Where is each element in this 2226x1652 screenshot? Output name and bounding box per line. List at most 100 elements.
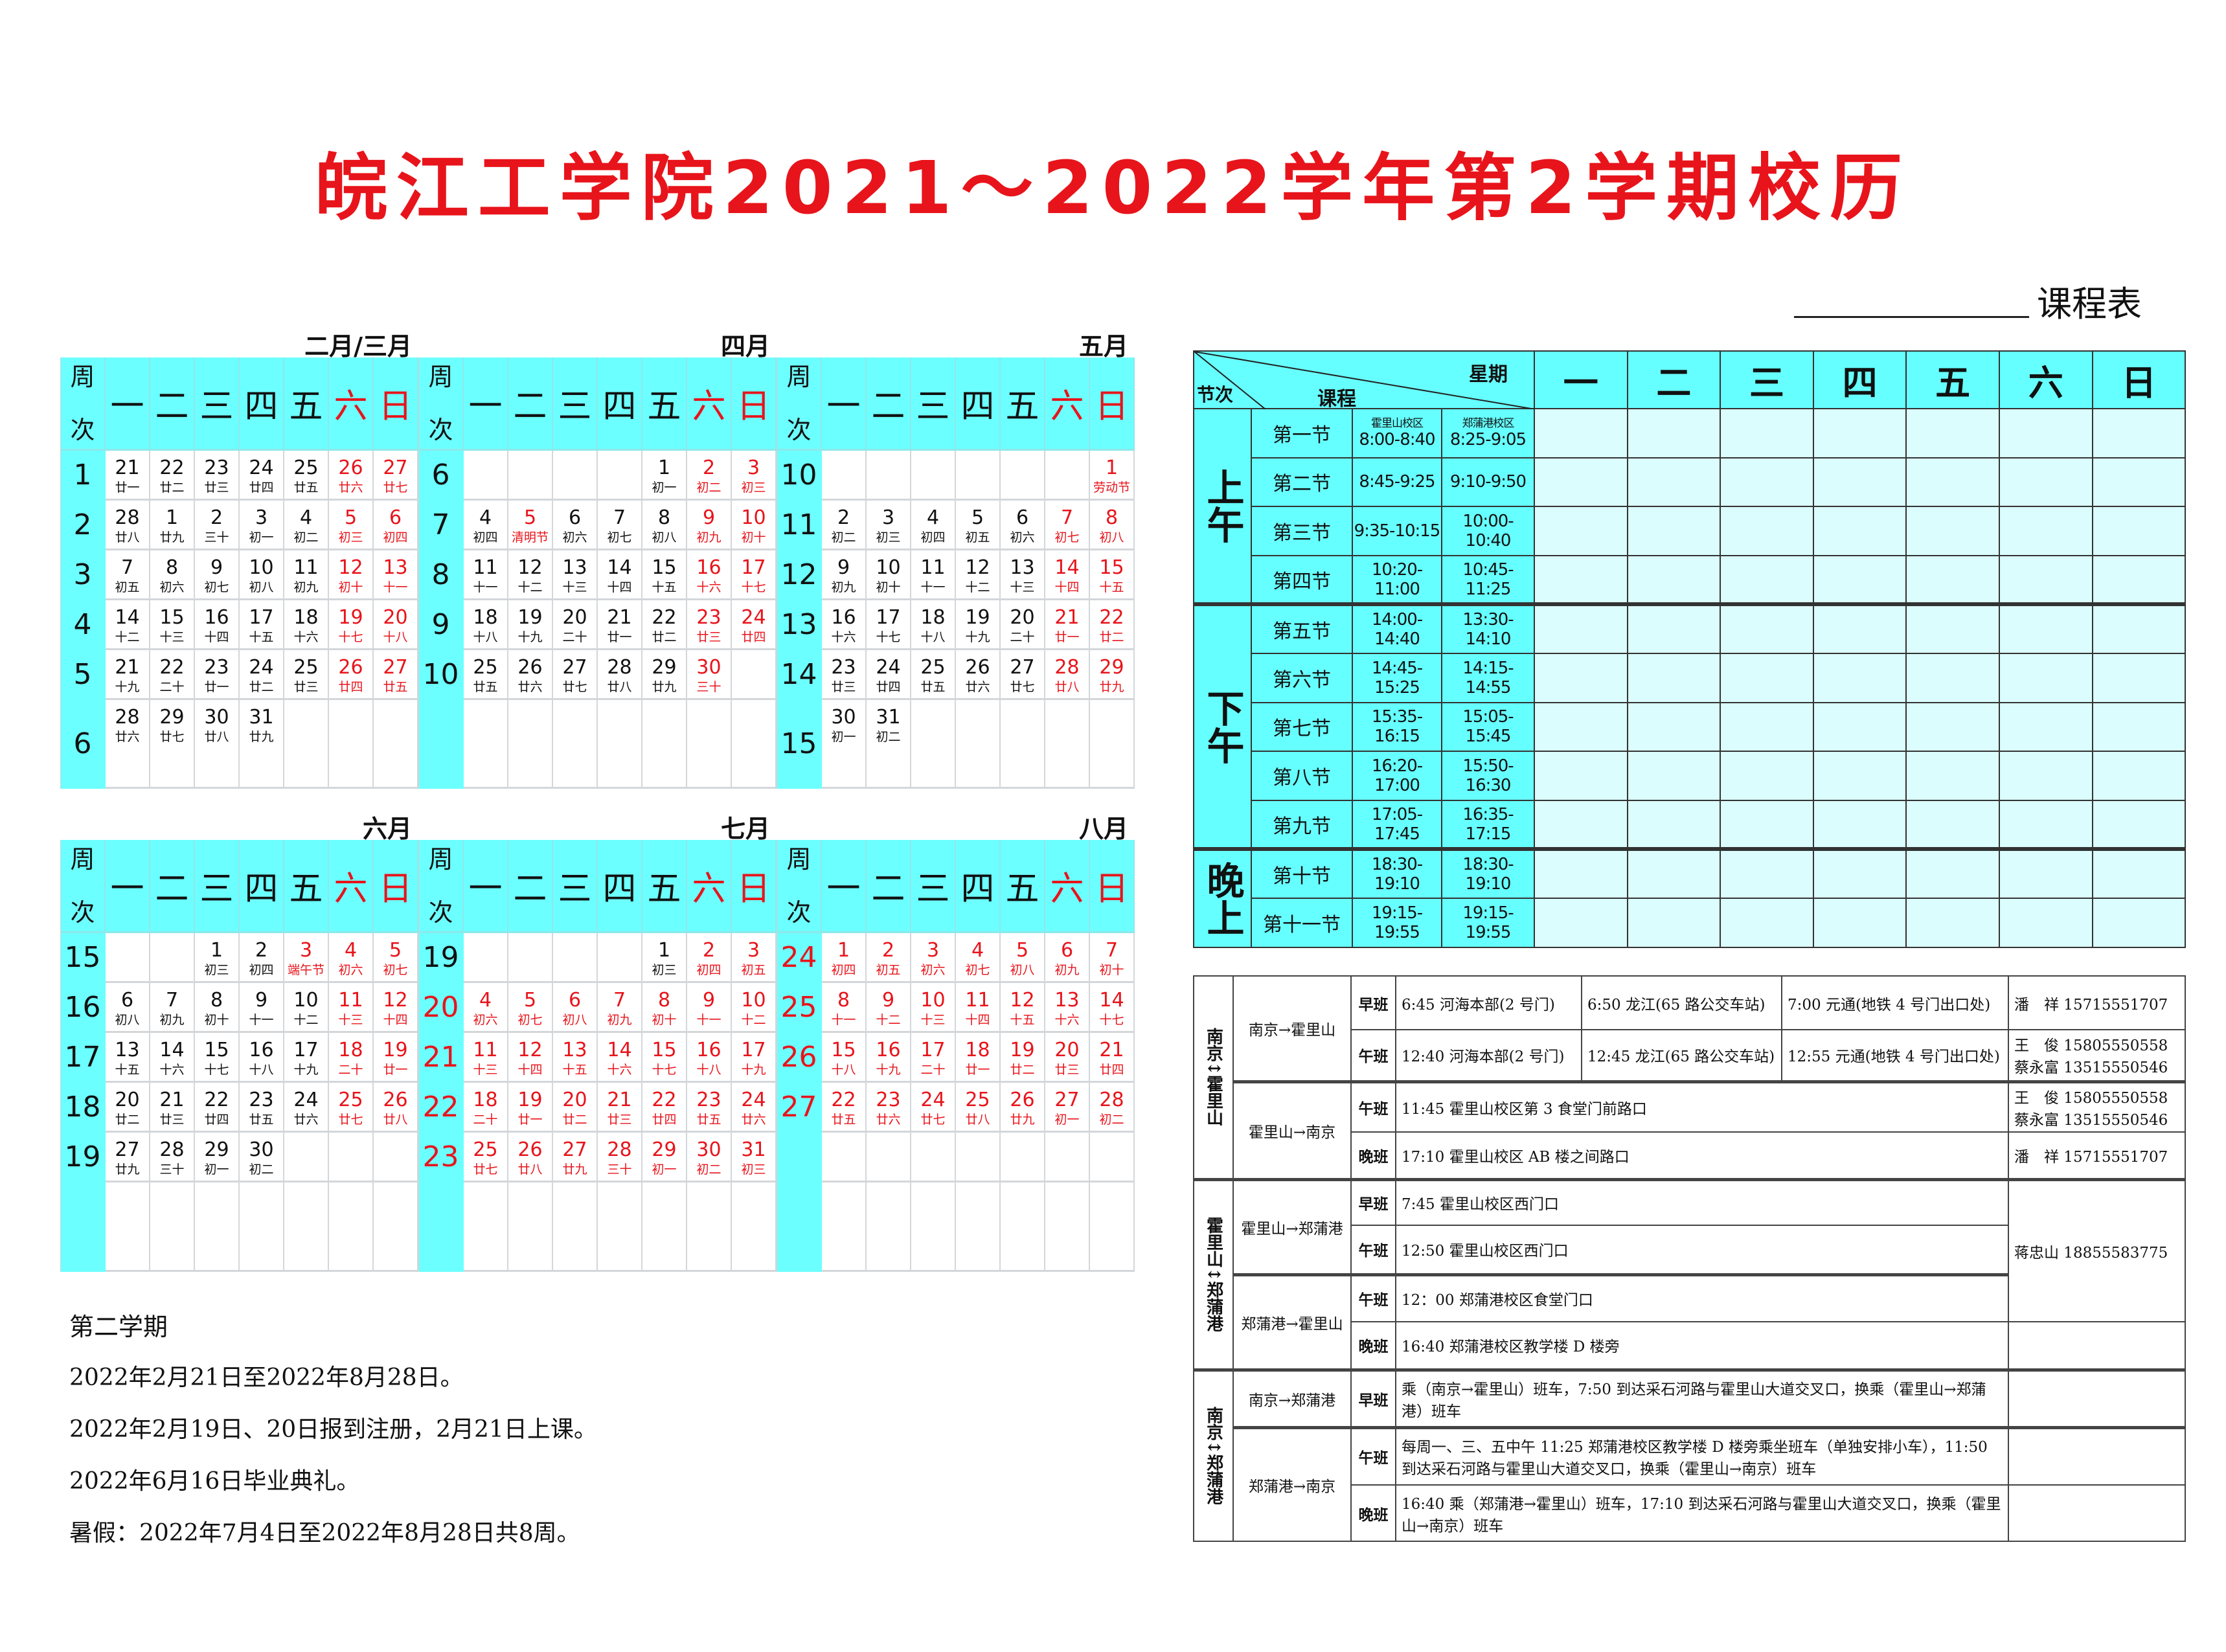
schedule-slot[interactable] [1626, 554, 1721, 605]
schedule-slot[interactable] [1812, 602, 1907, 654]
lunar-date: 十八 [249, 1063, 274, 1077]
schedule-slot[interactable] [1905, 602, 2000, 654]
schedule-slot[interactable] [1626, 652, 1721, 703]
schedule-slot[interactable] [2091, 847, 2186, 899]
schedule-slot[interactable] [1720, 554, 1814, 605]
lunar-date: 廿五 [383, 680, 408, 694]
schedule-slot[interactable] [1812, 652, 1907, 703]
schedule-slot[interactable] [1720, 457, 1814, 508]
schedule-slot[interactable] [1720, 602, 1814, 654]
schedule-slot[interactable] [1534, 602, 1628, 654]
schedule-slot[interactable] [1998, 457, 2093, 508]
schedule-slot[interactable] [1812, 554, 1907, 605]
schedule-slot[interactable] [2091, 457, 2186, 508]
schedule-slot[interactable] [1812, 408, 1907, 458]
schedule-slot[interactable] [1626, 457, 1721, 508]
schedule-slot[interactable] [2091, 751, 2186, 801]
schedule-slot[interactable] [1812, 799, 1907, 850]
schedule-slot[interactable] [2091, 408, 2186, 458]
schedule-slot[interactable] [1998, 408, 2093, 458]
schedule-slot[interactable] [1998, 602, 2093, 654]
day-cell: 20 十八 [374, 600, 418, 650]
schedule-slot[interactable] [1720, 799, 1814, 850]
schedule-slot[interactable] [1720, 506, 1814, 556]
schedule-slot[interactable] [1534, 652, 1628, 703]
day-number: 19 [1010, 1039, 1035, 1061]
schedule-slot[interactable] [1720, 751, 1814, 801]
period-time-value: 16:20-17:00 [1371, 756, 1423, 795]
day-cell: 21 廿一 [598, 600, 642, 650]
day-number: 3 [747, 939, 760, 962]
schedule-slot[interactable] [1534, 457, 1628, 508]
schedule-slot[interactable] [2091, 799, 2186, 850]
schedule-slot[interactable] [1998, 554, 2093, 605]
period-time: 10:45-11:25 [1441, 554, 1535, 605]
lunar-date: 初四 [383, 530, 408, 545]
lunar-date: 初三 [652, 963, 677, 977]
schedule-slot[interactable] [1905, 457, 2000, 508]
lunar-date: 十五 [562, 1063, 587, 1077]
schedule-slot[interactable] [1998, 652, 2093, 703]
schedule-slot[interactable] [1534, 897, 1628, 948]
schedule-slot[interactable] [1720, 847, 1814, 899]
schedule-slot[interactable] [1626, 751, 1721, 801]
schedule-slot[interactable] [1534, 408, 1628, 458]
week-header-char: 次 [70, 898, 95, 927]
schedule-slot[interactable] [1626, 408, 1721, 458]
schedule-slot[interactable] [1720, 652, 1814, 703]
schedule-slot[interactable] [1905, 751, 2000, 801]
lunar-date: 初七 [204, 580, 229, 594]
schedule-slot[interactable] [1720, 701, 1814, 752]
schedule-slot[interactable] [1998, 847, 2093, 899]
schedule-slot[interactable] [1720, 897, 1814, 948]
schedule-slot[interactable] [1534, 506, 1628, 556]
day-cell: 13 十三 [553, 550, 598, 600]
schedule-slot[interactable] [1905, 847, 2000, 899]
schedule-slot[interactable] [1905, 799, 2000, 850]
schedule-slot[interactable] [1720, 408, 1814, 458]
day-number: 20 [562, 606, 587, 629]
schedule-slot[interactable] [1812, 457, 1907, 508]
schedule-slot[interactable] [1998, 897, 2093, 948]
schedule-slot[interactable] [1626, 897, 1721, 948]
week-number: 9 [419, 600, 464, 650]
schedule-day-header: 四 [1812, 350, 1907, 409]
schedule-slot[interactable] [1534, 701, 1628, 752]
schedule-slot[interactable] [2091, 554, 2186, 605]
schedule-slot[interactable] [2091, 701, 2186, 752]
schedule-slot[interactable] [1905, 554, 2000, 605]
schedule-slot[interactable] [1812, 701, 1907, 752]
schedule-slot[interactable] [2091, 602, 2186, 654]
schedule-slot[interactable] [1998, 799, 2093, 850]
schedule-slot[interactable] [1626, 602, 1721, 654]
schedule-slot[interactable] [1905, 897, 2000, 948]
schedule-slot[interactable] [1812, 847, 1907, 899]
schedule-slot[interactable] [1998, 751, 2093, 801]
schedule-slot[interactable] [1905, 652, 2000, 703]
schedule-slot[interactable] [1998, 701, 2093, 752]
lunar-date: 初一 [249, 530, 274, 545]
schedule-slot[interactable] [1534, 799, 1628, 850]
schedule-slot[interactable] [1626, 847, 1721, 899]
schedule-slot[interactable] [1998, 506, 2093, 556]
schedule-slot[interactable] [1626, 701, 1721, 752]
schedule-slot[interactable] [2091, 652, 2186, 703]
weekday-header: 六 [687, 840, 732, 933]
schedule-slot[interactable] [1905, 408, 2000, 458]
name-blank-line[interactable] [1794, 316, 2029, 318]
schedule-slot[interactable] [1812, 506, 1907, 556]
schedule-slot[interactable] [1626, 799, 1721, 850]
schedule-slot[interactable] [1534, 847, 1628, 899]
schedule-slot[interactable] [1905, 701, 2000, 752]
schedule-slot[interactable] [1905, 506, 2000, 556]
schedule-slot[interactable] [1812, 751, 1907, 801]
schedule-slot[interactable] [2091, 506, 2186, 556]
day-cell: 30 初二 [240, 1133, 284, 1182]
schedule-slot[interactable] [1534, 751, 1628, 801]
week-header-char: 周 [786, 362, 812, 391]
lunar-date: 初七 [607, 530, 632, 545]
schedule-slot[interactable] [1812, 897, 1907, 948]
schedule-slot[interactable] [2091, 897, 2186, 948]
schedule-slot[interactable] [1534, 554, 1628, 605]
schedule-slot[interactable] [1626, 506, 1721, 556]
